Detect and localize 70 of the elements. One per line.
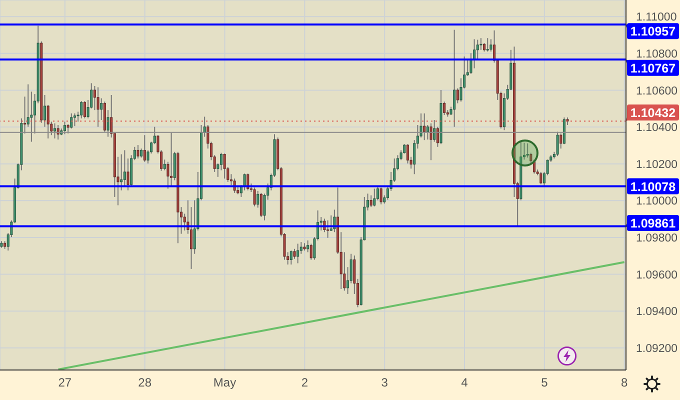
candlestick	[326, 220, 330, 238]
candlestick	[140, 148, 143, 158]
x-tick-label: 2	[301, 376, 308, 390]
candlestick	[96, 86, 100, 128]
candlestick	[443, 101, 446, 116]
candlestick	[456, 88, 459, 104]
candlestick	[562, 116, 566, 145]
candlestick	[560, 132, 562, 150]
y-tick-label: 1.09400	[636, 306, 678, 318]
y-tick-label: 1.09200	[636, 342, 678, 355]
candlestick	[44, 94, 46, 128]
candlestick	[373, 188, 376, 207]
candlestick	[306, 240, 310, 253]
candlestick	[290, 250, 292, 266]
candlestick	[426, 124, 429, 140]
candlestick	[253, 187, 256, 207]
x-tick-label: 4	[461, 376, 468, 390]
x-tick-label: 5	[541, 376, 548, 390]
candlestick	[136, 144, 140, 159]
candlestick	[83, 100, 86, 119]
x-tick-label: 3	[381, 376, 388, 390]
candlestick	[310, 243, 312, 260]
ref-line-label: 1.10957	[630, 24, 676, 39]
y-tick-label: 1.10600	[636, 85, 678, 98]
candlestick	[24, 96, 26, 134]
candlestick	[296, 243, 300, 264]
x-tick-label: 27	[58, 376, 72, 390]
candlestick	[163, 159, 166, 171]
candlestick	[73, 112, 76, 127]
candlestick	[123, 150, 126, 188]
candlestick	[56, 124, 60, 140]
y-tick-label: 1.10400	[636, 122, 678, 134]
candlestick	[100, 98, 103, 121]
candlestick	[423, 112, 426, 141]
y-tick-label: 1.10200	[636, 158, 678, 171]
x-tick-label: 28	[138, 376, 152, 390]
candlestick	[293, 248, 296, 260]
candlestick	[486, 38, 489, 52]
candlestick	[453, 29, 456, 128]
candlestick	[256, 190, 260, 208]
candlestick	[66, 124, 70, 134]
candlestick	[430, 122, 432, 161]
candlestick	[223, 153, 226, 180]
candlestick	[540, 171, 542, 185]
candlestick	[370, 194, 372, 208]
x-tick-label: 8	[620, 376, 628, 390]
candlestick	[490, 38, 492, 52]
candlestick	[53, 122, 56, 139]
y-tick-label: 1.10000	[636, 196, 678, 208]
y-tick-label: 1.11000	[636, 12, 677, 24]
candlestick	[333, 209, 336, 233]
candlestick	[433, 120, 436, 142]
ref-line-label: 1.09861	[630, 216, 676, 230]
candlestick	[63, 121, 66, 135]
ref-line-label: 1.10767	[630, 61, 676, 76]
ref-line-label: 1.10432	[630, 106, 676, 120]
candlestick	[106, 110, 110, 138]
candlestick	[380, 187, 382, 205]
y-tick-label: 1.09600	[636, 269, 678, 282]
ref-line-label: 1.10078	[630, 180, 676, 194]
y-tick-label: 1.10800	[636, 48, 678, 60]
y-tick-label: 1.09800	[636, 232, 678, 245]
candlestick	[143, 134, 146, 162]
candlestick	[170, 132, 173, 188]
candlestick	[260, 192, 262, 218]
x-tick-label: May	[213, 376, 236, 390]
candlestick	[120, 154, 123, 191]
candlestick	[526, 142, 529, 158]
candlestick	[80, 100, 83, 119]
candlestick	[556, 131, 559, 157]
